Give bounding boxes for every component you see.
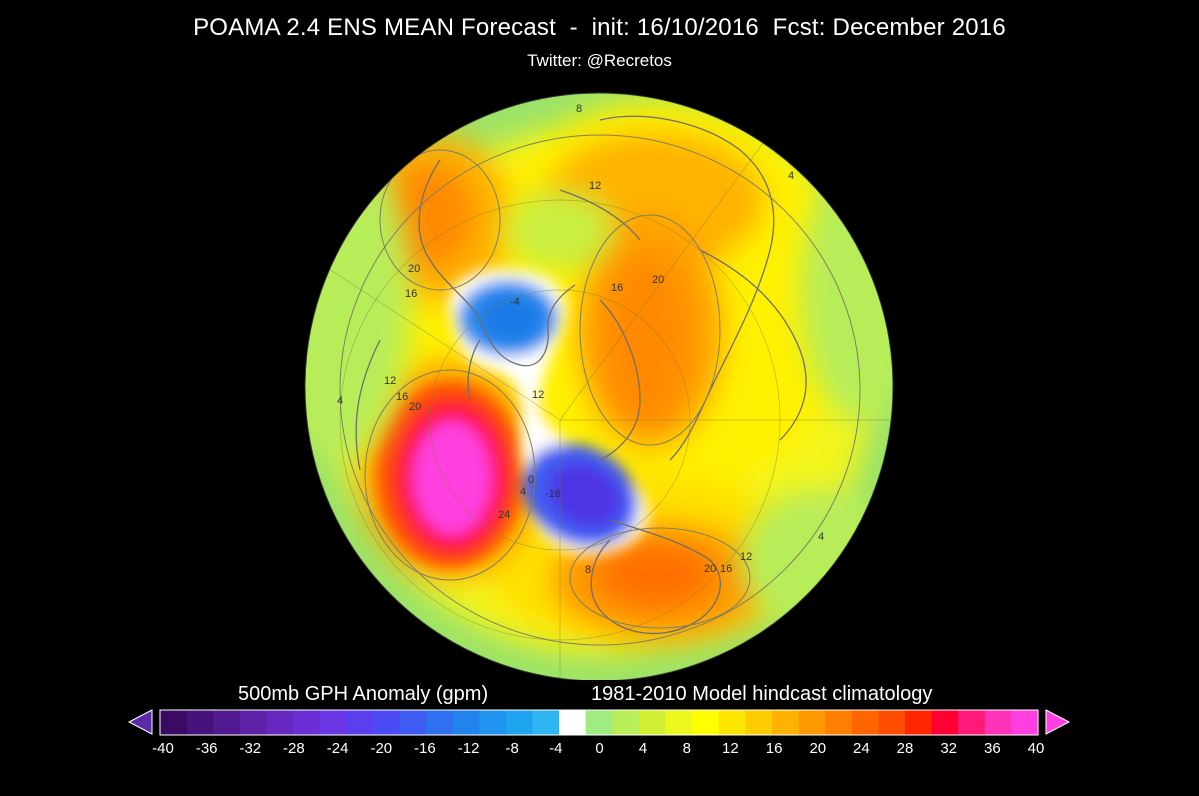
contour-label: 20	[409, 401, 421, 413]
colorbar-cell	[319, 710, 347, 735]
contour-label: -4	[510, 296, 520, 308]
contour-labels: 8 12 20 16 -4 20 16 12 4 20 16 12 4 4 8 …	[337, 103, 824, 576]
colorbar-tick-label: -20	[370, 740, 393, 757]
colorbar-cell	[559, 710, 587, 735]
contour-label: 4	[788, 170, 794, 182]
legend-title-climatology: 1981-2010 Model hindcast climatology	[591, 683, 933, 705]
colorbar-cell	[771, 710, 800, 735]
contour-label: 0	[528, 474, 534, 486]
colorbar-cell	[479, 710, 507, 735]
colorbar-tick-label: 4	[638, 740, 648, 757]
map-disc-outline	[304, 92, 894, 680]
colorbar-tick-label: 16	[765, 740, 783, 757]
anomaly-pacific-high	[378, 383, 522, 567]
contour-label: 24	[498, 509, 510, 521]
colorbar-tick-label: 36	[984, 740, 1001, 757]
colorbar-cell	[692, 710, 720, 735]
colorbar-tick-label: -8	[505, 740, 519, 757]
contour-label: 16	[611, 282, 623, 294]
colorbar-tick-label: 12	[722, 740, 739, 757]
contour-label: 16	[396, 391, 408, 403]
colorbar-tick-label: 24	[853, 740, 870, 757]
colorbar-tick-label: -36	[195, 740, 218, 757]
colorbar-cell	[372, 710, 401, 735]
colorbar-cell	[745, 710, 773, 735]
colorbar-tick-label: -4	[549, 740, 563, 757]
colorbar-tick-label: -12	[457, 740, 480, 757]
map-title: POAMA 2.4 ENS MEAN Forecast - init: 16/1…	[193, 14, 1006, 41]
contour-label: 12	[384, 375, 396, 387]
colorbar-cell	[1011, 710, 1039, 735]
colorbar-cell	[638, 710, 667, 735]
colorbar-cell	[213, 710, 241, 735]
contour-label: 12	[589, 180, 601, 192]
colorbar-cell	[798, 710, 826, 735]
colorbar-cell	[293, 710, 321, 735]
contour-label: 4	[520, 486, 526, 498]
colorbar-cell	[851, 710, 879, 735]
colorbar-over-arrow	[1045, 709, 1071, 735]
colorbar-cell	[266, 710, 294, 735]
contour-lines	[339, 134, 861, 646]
anomaly-field-negative	[449, 269, 648, 555]
colorbar-tick-label: -32	[239, 740, 262, 757]
colorbar-cell	[160, 710, 188, 735]
map-graticule	[305, 119, 890, 680]
colorbar-cell	[399, 710, 427, 735]
colorbar-cells	[160, 710, 1039, 735]
contour-label: -16	[545, 488, 561, 500]
colorbar-cell	[426, 710, 454, 735]
polar-anomaly-map: 8 12 20 16 -4 20 16 12 4 20 16 12 4 4 8 …	[304, 92, 894, 680]
colorbar-cell	[665, 710, 693, 735]
colorbar-frame	[159, 709, 1039, 736]
contour-label: 8	[585, 564, 591, 576]
colorbar-cell	[984, 710, 1012, 735]
colorbar-cell	[585, 710, 613, 735]
colorbar-tick-label: 40	[1027, 740, 1045, 757]
colorbar-cell	[931, 710, 959, 735]
contour-label: 16	[720, 563, 732, 575]
colorbar-cell	[505, 710, 534, 735]
colorbar-tick-label: 28	[896, 740, 914, 757]
colorbar-tick-label: 8	[682, 740, 691, 757]
colorbar-tick-label: 20	[809, 740, 827, 757]
colorbar-cell	[612, 710, 640, 735]
contour-label: 8	[576, 103, 582, 115]
contour-label: 12	[740, 551, 752, 563]
colorbar-cell	[825, 710, 853, 735]
contour-label: 4	[818, 531, 824, 543]
contour-label: 16	[405, 288, 417, 300]
colorbar-under-arrow	[127, 709, 153, 735]
colorbar-cell	[904, 710, 933, 735]
colorbar-tick-label: -28	[283, 740, 305, 757]
colorbar-cell	[186, 710, 214, 735]
colorbar-tick-label: 32	[940, 740, 958, 757]
contour-label: 20	[704, 563, 716, 575]
contour-label: 4	[337, 395, 343, 407]
colorbar-cell	[452, 710, 480, 735]
colorbar-tick-label: 0	[595, 740, 604, 757]
contour-label: 20	[652, 274, 664, 286]
colorbar-tick-label: -24	[326, 740, 349, 757]
colorbar-cell	[718, 710, 746, 735]
map-subtitle: Twitter: @Recretos	[527, 51, 672, 70]
colorbar-cell	[532, 710, 560, 735]
colorbar-cell	[239, 710, 268, 735]
colorbar-cell	[346, 710, 374, 735]
colorbar-cell	[958, 710, 986, 735]
contour-label: 12	[532, 389, 544, 401]
legend-title-variable: 500mb GPH Anomaly (gpm)	[238, 683, 489, 705]
colorbar-tick-label: -16	[414, 740, 436, 757]
colorbar-tick-label: -40	[152, 740, 174, 757]
contour-label: 20	[408, 263, 420, 275]
colorbar-cell	[878, 710, 906, 735]
